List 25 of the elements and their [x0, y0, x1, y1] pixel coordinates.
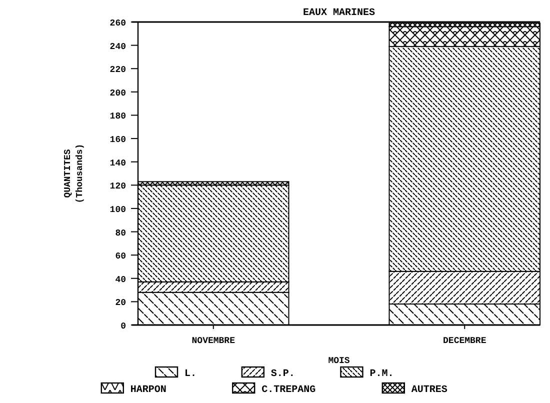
x-tick-label: DECEMBRE [443, 336, 487, 346]
legend-label: C.TREPANG [262, 385, 316, 396]
y-tick-label: 0 [120, 322, 126, 332]
y-tick-label: 120 [110, 182, 126, 192]
y-tick-label: 140 [110, 158, 126, 168]
x-tick-label: NOVEMBRE [192, 336, 236, 346]
y-tick-label: 200 [110, 88, 126, 98]
legend-label: AUTRES [411, 385, 448, 396]
y-tick-label: 220 [110, 65, 126, 76]
y-tick-label: 100 [110, 204, 126, 215]
chart-title: EAUX MARINES [302, 8, 376, 19]
y-tick-label: 40 [115, 274, 126, 285]
legend-label: HARPON [130, 385, 166, 396]
x-axis-title: MOIS [328, 356, 350, 366]
y-tick-label: 260 [110, 18, 126, 28]
y-tick-label: 160 [110, 135, 126, 146]
legend-label: S.P. [270, 369, 295, 380]
y-tick-label: 180 [110, 112, 126, 122]
y-tick-label: 240 [110, 42, 126, 52]
y-tick-label: 80 [115, 228, 126, 238]
legend-label: L. [184, 369, 197, 380]
y-tick-label: 20 [115, 298, 126, 308]
y-tick-label: 60 [115, 252, 126, 262]
legend-label: P.M. [370, 369, 394, 380]
y-axis-title: QUANTITES (Thousands) [63, 144, 85, 204]
